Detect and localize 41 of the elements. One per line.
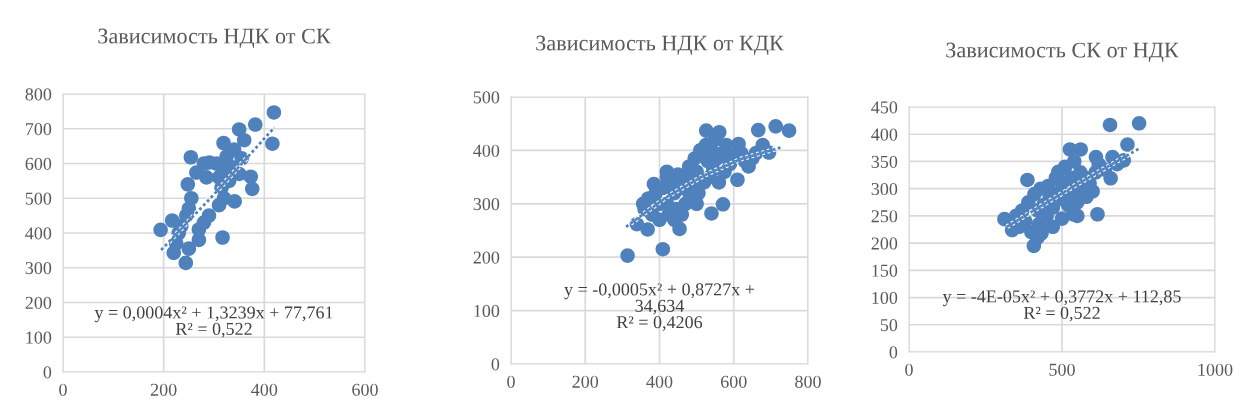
y-tick-label: 350 (871, 155, 898, 168)
annotation: y = 0,0004x² + 1,3239x + 77,761 R² = 0,522 (94, 306, 333, 338)
y-tick-label: 300 (871, 182, 898, 196)
y-tick-label: 250 (871, 210, 898, 223)
y-tick-label: 600 (25, 157, 52, 170)
y-tick-label: 150 (872, 264, 898, 277)
y-tick-label: 100 (474, 304, 500, 318)
x-tick-label: 0 (905, 363, 913, 376)
x-tick-label: 400 (646, 375, 673, 388)
x-tick-label: 400 (251, 383, 278, 396)
chart-title: Зависимость НДК от КДК (536, 35, 784, 56)
y-tick-label: 100 (26, 331, 52, 344)
y-tick-label: 300 (25, 262, 52, 275)
y-tick-label: 100 (872, 291, 898, 304)
y-tick-label: 300 (473, 198, 500, 211)
y-tick-label: 400 (473, 144, 500, 157)
y-tick-label: 200 (871, 237, 898, 250)
x-tick-label: 0 (507, 375, 515, 388)
x-tick-label: 200 (572, 375, 599, 388)
x-tick-label: 800 (795, 375, 821, 388)
annotation: y = -4E-05x² + 0,3772x + 112,85 R² = 0,522 (942, 290, 1181, 322)
x-tick-label: 600 (352, 383, 378, 396)
y-tick-label: 0 (889, 346, 898, 359)
y-tick-label: 800 (25, 88, 52, 101)
chart-title: Зависимость СК от НДК (946, 42, 1179, 63)
x-tick-label: 0 (59, 383, 67, 396)
y-tick-label: 400 (25, 227, 52, 240)
y-tick-label: 400 (871, 128, 898, 141)
x-tick-label: 500 (1049, 363, 1075, 376)
y-tick-label: 700 (26, 123, 52, 136)
y-tick-label: 450 (871, 101, 898, 114)
y-tick-label: 500 (473, 91, 500, 104)
y-tick-label: 200 (25, 296, 52, 309)
y-tick-label: 500 (25, 192, 52, 205)
chart-title: Зависимость НДК от СК (98, 28, 331, 49)
x-tick-label: 200 (150, 383, 177, 396)
x-tick-label: 1000 (1198, 363, 1233, 376)
x-tick-label: 600 (720, 375, 747, 388)
y-tick-label: 200 (473, 251, 500, 264)
y-tick-label: 50 (880, 319, 898, 332)
annotation: y = -0,0005x² + 0,8727x + 34,634 R² = 0,4206 (564, 283, 755, 331)
